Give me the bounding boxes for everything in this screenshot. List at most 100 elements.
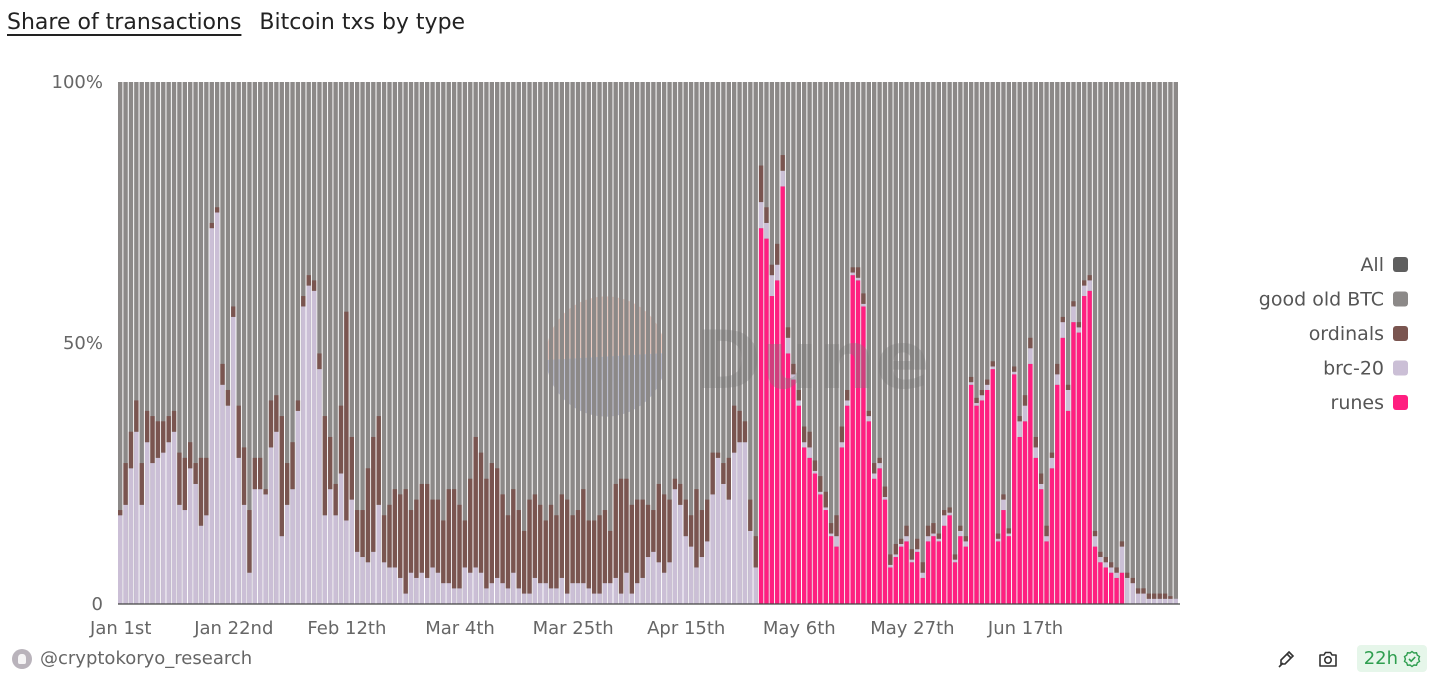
legend-label: runes (1331, 392, 1384, 414)
author-link[interactable]: @cryptokoryo_research (12, 648, 252, 669)
bar-brc-20 (1114, 572, 1119, 578)
bar-ordinals (1162, 593, 1168, 599)
bar-ordinals (161, 421, 166, 453)
bar-good-old-btc (1125, 82, 1130, 604)
bar-brc-20 (791, 374, 796, 380)
bar-good-old-btc (661, 82, 667, 604)
bar-good-old-btc (236, 82, 241, 604)
bar-brc-20 (419, 572, 424, 604)
bar-brc-20 (828, 533, 834, 537)
legend-swatch[interactable] (1393, 360, 1408, 376)
author-name[interactable]: @cryptokoryo_research (40, 648, 253, 669)
legend-label: All (1360, 254, 1384, 276)
bar-brc-20 (850, 272, 855, 276)
bar-good-old-btc (683, 82, 688, 604)
bar-ordinals (188, 442, 193, 469)
bar-brc-20 (139, 504, 144, 604)
bar-ordinals (527, 499, 532, 594)
bar-brc-20 (688, 546, 694, 604)
legend-swatch[interactable] (1393, 291, 1408, 307)
bar-good-old-btc (645, 82, 651, 604)
bar-brc-20 (381, 562, 387, 604)
bar-brc-20 (1108, 567, 1114, 573)
bar-brc-20 (365, 562, 371, 604)
bar-brc-20 (317, 369, 322, 604)
x-tick-label: May 6th (763, 618, 836, 639)
bar-brc-20 (726, 499, 731, 604)
bar-good-old-btc (591, 82, 597, 604)
bar-good-old-btc (629, 82, 635, 604)
bar-ordinals (688, 515, 694, 547)
screenshot-button[interactable] (1315, 646, 1341, 672)
legend-swatch[interactable] (1393, 395, 1408, 410)
bar-ordinals (430, 499, 435, 568)
bar-runes (785, 353, 791, 604)
bar-brc-20 (672, 489, 678, 604)
x-tick-label: Jan 1st (89, 618, 151, 639)
bar-good-old-btc (812, 82, 818, 604)
bar-ordinals (586, 520, 591, 589)
bar-ordinals (338, 405, 344, 474)
bar-ordinals (888, 554, 893, 565)
bar-good-old-btc (424, 82, 430, 604)
bar-ordinals (651, 510, 656, 552)
legend-swatch[interactable] (1393, 257, 1408, 272)
bar-good-old-btc (317, 82, 322, 604)
bar-runes (801, 447, 807, 604)
bar-brc-20 (457, 588, 462, 604)
bar-ordinals (220, 363, 225, 385)
bar-brc-20 (387, 567, 392, 604)
bar-brc-20 (1173, 598, 1178, 604)
legend-swatch[interactable] (1393, 326, 1408, 341)
tab-share-of-transactions[interactable]: Share of transactions (7, 10, 242, 35)
bar-ordinals (624, 478, 629, 573)
bar-ordinals (155, 421, 161, 458)
bar-good-old-btc (284, 82, 290, 604)
bar-ordinals (333, 483, 338, 516)
bar-runes (877, 468, 882, 604)
bar-brc-20 (198, 525, 204, 604)
bar-brc-20 (128, 468, 134, 604)
bar-ordinals (328, 436, 333, 490)
bar-good-old-btc (1038, 82, 1044, 604)
fork-query-button[interactable] (1273, 646, 1299, 672)
bar-runes (1060, 337, 1065, 604)
bar-brc-20 (1065, 389, 1071, 411)
bar-brc-20 (284, 504, 290, 604)
bar-good-old-btc (166, 82, 171, 604)
bar-good-old-btc (161, 82, 166, 604)
bar-runes (1082, 296, 1087, 604)
bar-brc-20 (144, 442, 150, 604)
bar-good-old-btc (1033, 82, 1038, 604)
bar-ordinals (742, 421, 748, 443)
bar-runes (915, 551, 920, 604)
bar-good-old-btc (392, 82, 398, 604)
chart-header: Share of transactions Bitcoin txs by typ… (7, 10, 465, 35)
legend: All good old BTC ordinals brc-20 runes (1259, 254, 1408, 414)
bar-good-old-btc (931, 82, 936, 604)
bar-good-old-btc (548, 82, 554, 604)
bar-runes (845, 405, 850, 604)
refresh-status-badge[interactable]: 22h (1356, 645, 1427, 672)
bar-runes (807, 457, 812, 604)
bar-ordinals (872, 463, 877, 474)
bar-good-old-btc (968, 82, 974, 604)
bar-brc-20 (758, 202, 764, 229)
bar-runes (1071, 322, 1076, 604)
bar-ordinals (484, 478, 489, 589)
bar-ordinals (290, 442, 295, 490)
bar-ordinals (861, 293, 866, 304)
bar-good-old-btc (328, 82, 333, 604)
bar-brc-20 (446, 583, 451, 604)
bar-brc-20 (247, 572, 252, 604)
bar-brc-20 (845, 400, 850, 406)
bar-brc-20 (915, 549, 920, 552)
bar-ordinals (780, 155, 785, 171)
bar-good-old-btc (371, 82, 376, 604)
bar-ordinals (678, 483, 683, 505)
bar-good-old-btc (737, 82, 742, 604)
x-tick-label: Feb 12th (307, 618, 386, 639)
bar-good-old-btc (177, 82, 182, 604)
bar-ordinals (268, 400, 274, 448)
x-tick-label: Mar 4th (425, 618, 495, 639)
